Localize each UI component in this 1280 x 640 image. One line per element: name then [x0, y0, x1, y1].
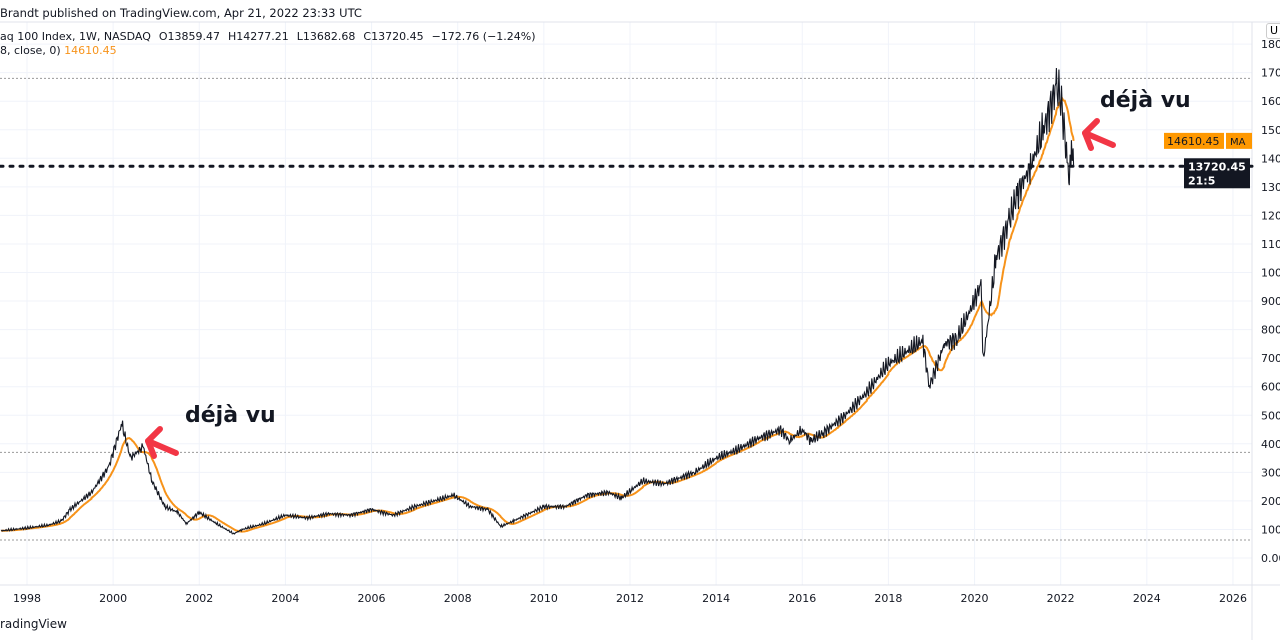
- y-tick-label: 18000.00: [1261, 38, 1280, 51]
- x-tick-label: 2022: [1047, 592, 1075, 605]
- close-value: C13720.45: [363, 30, 424, 43]
- y-tick-label: 14000.00: [1261, 152, 1280, 165]
- x-tick-label: 2016: [788, 592, 816, 605]
- y-tick-label: 15000.00: [1261, 124, 1280, 137]
- y-tick-label: 13000.00: [1261, 181, 1280, 194]
- x-tick-label: 2004: [271, 592, 299, 605]
- x-tick-label: 2008: [444, 592, 472, 605]
- y-tick-label: 8000.00: [1261, 324, 1280, 337]
- tradingview-brand: radingView: [0, 617, 67, 631]
- scale-unit-button[interactable]: U: [1266, 23, 1280, 39]
- ma-label: MA: [1230, 137, 1246, 148]
- x-tick-label: 1998: [13, 592, 41, 605]
- arrow-head: [1082, 118, 1100, 151]
- y-tick-label: 5000.00: [1261, 409, 1280, 422]
- y-tick-label: 11000.00: [1261, 238, 1280, 251]
- y-tick-label: 12000.00: [1261, 209, 1280, 222]
- ma-legend[interactable]: 8, close, 0) 14610.45: [0, 44, 117, 57]
- y-tick-label: 3000.00: [1261, 466, 1280, 479]
- y-tick-label: 7000.00: [1261, 352, 1280, 365]
- x-tick-label: 2020: [961, 592, 989, 605]
- x-tick-label: 2026: [1219, 592, 1247, 605]
- annotation-text: déjà vu: [1100, 88, 1191, 113]
- last-price-box: [1184, 158, 1250, 189]
- y-tick-label: 0.00: [1261, 552, 1280, 565]
- y-tick-label: 6000.00: [1261, 381, 1280, 394]
- x-tick-label: 2024: [1133, 592, 1161, 605]
- annotation-text: déjà vu: [185, 403, 276, 428]
- arrow-shaft: [1082, 130, 1116, 148]
- symbol-legend: aq 100 Index, 1W, NASDAQ O13859.47 H14277.…: [0, 30, 544, 43]
- ma-params: 8, close, 0): [0, 44, 61, 57]
- x-tick-label: 2010: [530, 592, 558, 605]
- x-tick-label: 2018: [874, 592, 902, 605]
- y-tick-label: 17000.00: [1261, 67, 1280, 80]
- x-tick-label: 2014: [702, 592, 730, 605]
- y-tick-label: 10000.00: [1261, 267, 1280, 280]
- arrow-head: [145, 426, 163, 459]
- x-tick-label: 2012: [616, 592, 644, 605]
- ma-price-box: [1164, 132, 1224, 149]
- x-tick-label: 2006: [358, 592, 386, 605]
- x-tick-label: 2002: [185, 592, 213, 605]
- last-price-label: 13720.45: [1188, 160, 1246, 173]
- y-tick-label: 4000.00: [1261, 438, 1280, 451]
- open-value: O13859.47: [158, 30, 221, 43]
- ma-value: 14610.45: [64, 44, 117, 57]
- price-line: [0, 67, 1075, 535]
- publish-info: Brandt published on TradingView.com, Apr…: [0, 6, 362, 20]
- symbol-name: aq 100 Index, 1W, NASDAQ: [0, 30, 151, 43]
- red-arrow-icon: [1082, 118, 1116, 151]
- ma-label-box: [1226, 132, 1252, 149]
- y-tick-label: 2000.00: [1261, 495, 1280, 508]
- red-arrow-icon: [145, 426, 179, 459]
- change-value: −172.76 (−1.24%): [431, 30, 536, 43]
- ma-line: [0, 96, 1075, 533]
- x-tick-label: 2000: [99, 592, 127, 605]
- y-tick-label: 1000.00: [1261, 523, 1280, 536]
- high-value: H14277.21: [228, 30, 289, 43]
- y-tick-label: 9000.00: [1261, 295, 1280, 308]
- y-tick-label: 16000.00: [1261, 95, 1280, 108]
- arrow-shaft: [145, 438, 179, 456]
- ma-price-label: 14610.45: [1167, 135, 1220, 148]
- low-value: L13682.68: [296, 30, 356, 43]
- countdown-label: 21:5: [1188, 174, 1215, 187]
